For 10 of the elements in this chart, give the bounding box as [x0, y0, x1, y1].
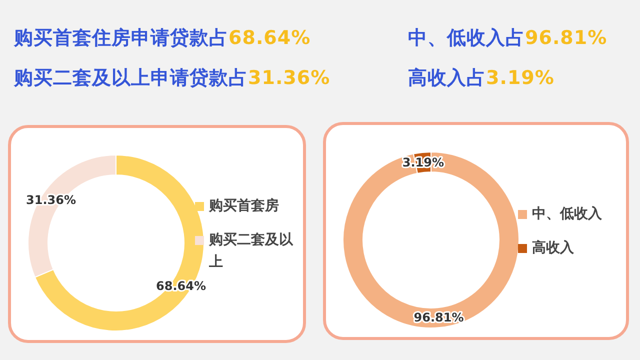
text: 购买首套住房申请贷款占68.64% — [14, 27, 311, 49]
legend-label: 购买二套及以上 — [209, 231, 294, 272]
data-label: 31.36% — [26, 192, 76, 207]
data-label: 96.81% — [414, 310, 464, 325]
legend-label: 中、低收入 — [532, 205, 602, 224]
legend-label: 高收入 — [532, 238, 574, 258]
legend-label: 购买首套房 — [209, 196, 279, 216]
text: 中、低收入占96.81% — [408, 27, 608, 49]
text: 高收入占3.19% — [408, 67, 554, 89]
text: 购买二套及以上申请贷款占31.36% — [14, 67, 330, 89]
